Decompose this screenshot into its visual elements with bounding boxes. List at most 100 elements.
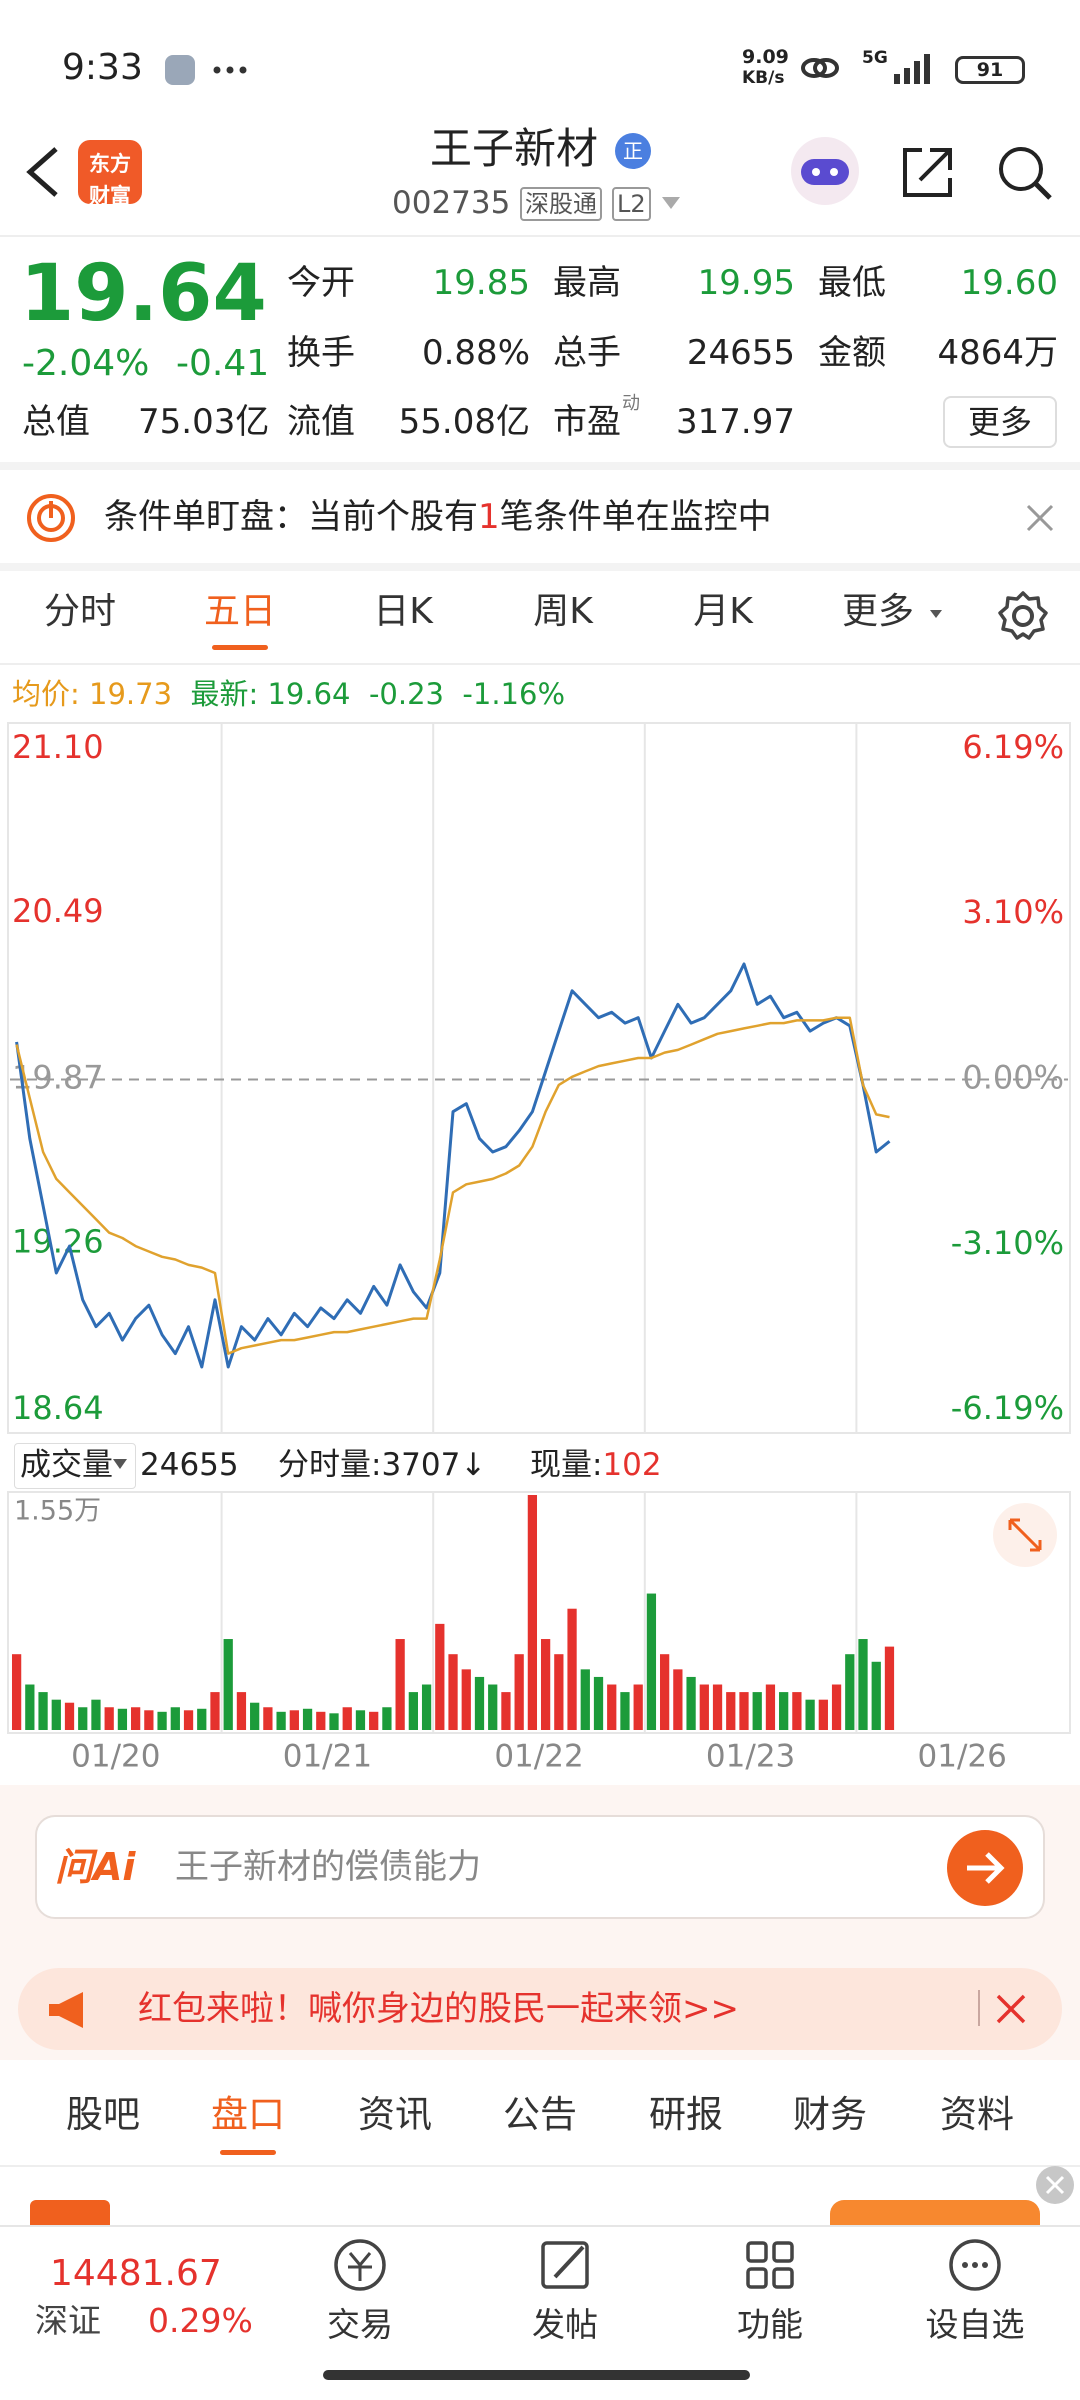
- volume-bar: [157, 1711, 167, 1730]
- section-tab[interactable]: 股吧: [66, 2093, 140, 2136]
- y2-tick-label: 3.10%: [962, 893, 1064, 931]
- ai-brand: 问Ai: [55, 1845, 136, 1889]
- ad-graphic: [30, 2200, 110, 2228]
- volume-selector[interactable]: [14, 1443, 136, 1489]
- search-button[interactable]: [995, 143, 1055, 203]
- clock: 9:33: [62, 47, 143, 88]
- separator: [978, 1990, 980, 2026]
- volume-bar: [289, 1710, 299, 1730]
- field-label: 金额: [818, 333, 886, 373]
- volume-bar: [805, 1699, 815, 1730]
- pe-tag: 动: [622, 393, 640, 414]
- volume-bar: [369, 1711, 379, 1730]
- dropdown-icon: [113, 1459, 127, 1469]
- alert-count: 1: [478, 497, 500, 537]
- signal: [894, 54, 930, 84]
- app-logo: 东方 财富: [78, 140, 142, 208]
- volume-bar: [170, 1707, 180, 1730]
- y2-tick-label: -6.19%: [951, 1389, 1064, 1427]
- tab[interactable]: 日K: [373, 591, 433, 632]
- tab[interactable]: 更多: [841, 591, 915, 632]
- volume-bar: [131, 1707, 141, 1730]
- section-tab[interactable]: 研报: [649, 2093, 723, 2136]
- volume-bar: [726, 1692, 736, 1730]
- link-icon: [801, 58, 839, 78]
- status-icon: [165, 55, 195, 85]
- badge: 正: [615, 133, 651, 169]
- volume-title: 成交量: [20, 1447, 113, 1483]
- index-name: 深证: [35, 2301, 101, 2340]
- volume-bar: [263, 1707, 273, 1730]
- share-button[interactable]: [900, 145, 955, 200]
- ai-placeholder: 王子新材的偿债能力: [175, 1847, 481, 1887]
- field-label: 市盈: [553, 402, 621, 442]
- tab[interactable]: 五日: [203, 591, 277, 632]
- alert-text[interactable]: 条件单盯盘：当前个股有1笔条件单在监控中: [104, 500, 772, 534]
- period-value: 3707↓: [381, 1447, 487, 1483]
- section-tab[interactable]: 盘口: [211, 2093, 285, 2136]
- volume-bar: [607, 1684, 617, 1730]
- info-line: 均价: 19.73 最新: 19.64 -0.23 -1.16%: [12, 680, 565, 709]
- volume-bar: [197, 1708, 207, 1730]
- volume-bar: [302, 1708, 313, 1730]
- nav-item[interactable]: 功能: [737, 2305, 803, 2344]
- section-tab[interactable]: 财务: [793, 2093, 867, 2136]
- volume-bar: [421, 1684, 432, 1730]
- volume-bar: [316, 1711, 326, 1730]
- section-tab[interactable]: 资料: [940, 2093, 1014, 2136]
- tab[interactable]: 分时: [43, 591, 117, 632]
- field-value: 55.08亿: [398, 402, 530, 442]
- last-label: 最新:: [190, 677, 259, 711]
- volume-bar: [779, 1692, 789, 1730]
- promo-text: 红包来啦！喊你身边的股民一起来领>>: [138, 1989, 739, 2029]
- settings-button[interactable]: [997, 590, 1049, 642]
- field-value: 4864万: [937, 333, 1058, 373]
- volume-bar: [673, 1669, 683, 1730]
- logo-text: 东方: [89, 152, 131, 176]
- tab[interactable]: 月K: [693, 591, 753, 632]
- alert-title: 条件单盯盘：: [104, 497, 308, 537]
- volume-bar: [11, 1654, 22, 1730]
- price-line: [15, 1016, 890, 1355]
- back-button[interactable]: [20, 145, 65, 200]
- y-tick-label: 18.64: [12, 1389, 104, 1427]
- field-value: 19.85: [432, 263, 530, 303]
- y2-tick-label: -3.10%: [951, 1224, 1064, 1262]
- more-button[interactable]: 更多: [943, 396, 1057, 448]
- megaphone-icon: [49, 1992, 83, 2028]
- robot-icon[interactable]: [785, 133, 865, 208]
- period-label: 分时量:: [278, 1447, 382, 1483]
- volume-bar: [183, 1710, 194, 1730]
- section-tab[interactable]: 公告: [503, 2093, 577, 2136]
- field-label: 流值: [287, 402, 355, 442]
- volume-bar: [236, 1692, 247, 1730]
- section-tab[interactable]: 资讯: [358, 2093, 432, 2136]
- volume-bar: [448, 1654, 458, 1730]
- volume-bar: [223, 1639, 233, 1730]
- alert-text: 当前个股有: [308, 497, 478, 537]
- dropdown-icon: [930, 610, 942, 618]
- nav-item[interactable]: 发帖: [532, 2305, 598, 2344]
- gap: [0, 462, 1080, 470]
- tag: L2: [612, 187, 651, 221]
- close-button[interactable]: [1025, 503, 1055, 533]
- volume-bar: [38, 1692, 48, 1730]
- change-pct: -1.16%: [462, 677, 566, 711]
- nav-item[interactable]: 交易: [327, 2305, 393, 2344]
- ad-close[interactable]: [1035, 2165, 1075, 2205]
- tab[interactable]: 周K: [533, 591, 593, 632]
- promo-close[interactable]: [995, 1993, 1027, 2025]
- ai-submit[interactable]: [945, 1828, 1025, 1908]
- nav-icons: [334, 2239, 1001, 2291]
- volume-bar: [660, 1654, 670, 1730]
- gap: [0, 563, 1080, 571]
- change-pct: -2.04%: [22, 343, 150, 384]
- dropdown-icon[interactable]: [660, 195, 682, 211]
- promo-banner[interactable]: [18, 1968, 1062, 2050]
- volume-bar: [250, 1702, 260, 1730]
- nav-item[interactable]: 设自选: [925, 2305, 1025, 2344]
- ai-input[interactable]: [35, 1815, 1045, 1919]
- ad-button: [830, 2200, 1040, 2228]
- volume-bar: [104, 1707, 114, 1730]
